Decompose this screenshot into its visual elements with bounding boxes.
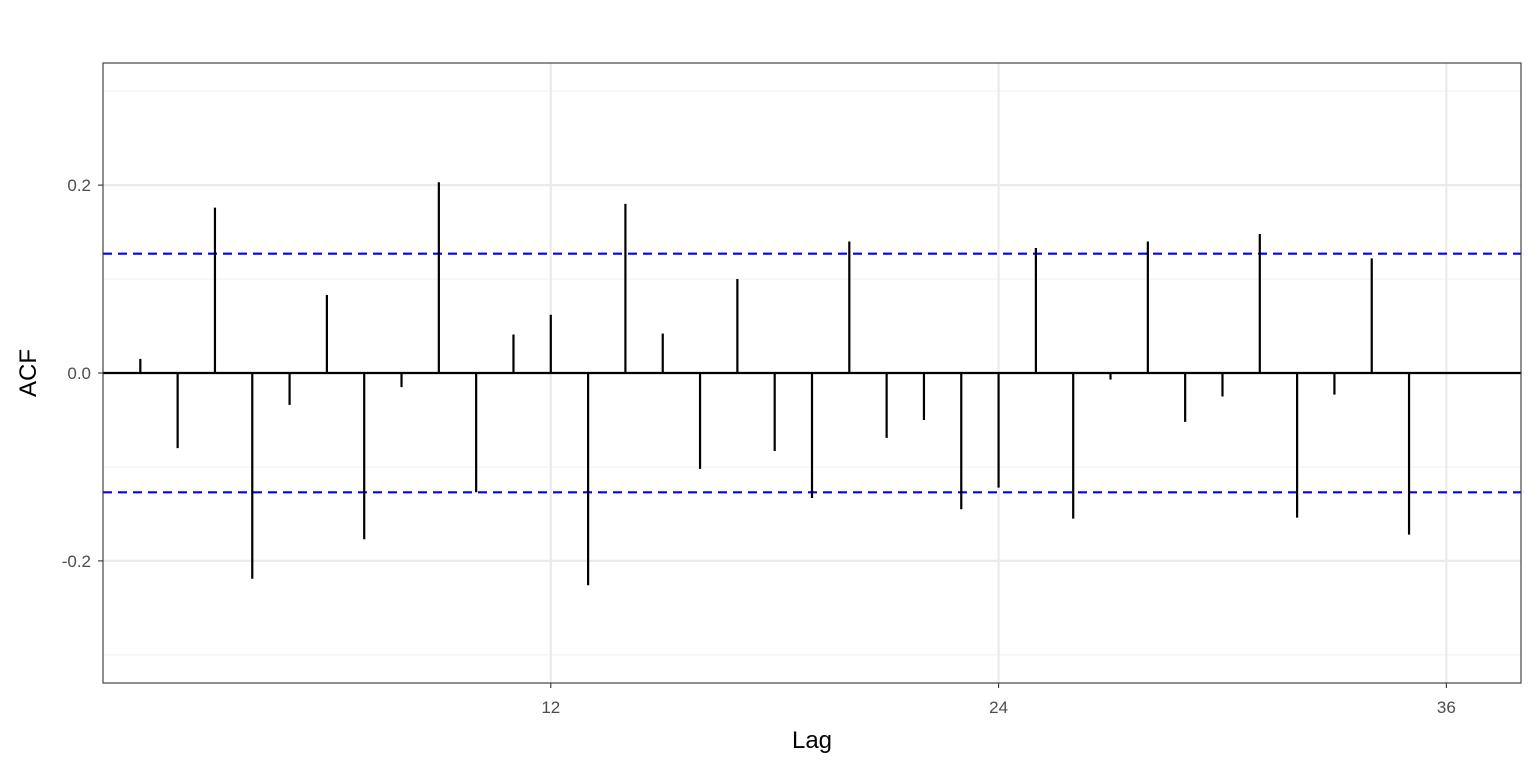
y-tick-label: -0.2	[62, 552, 91, 571]
x-tick-label: 36	[1437, 698, 1456, 717]
y-tick-label: 0.2	[67, 176, 91, 195]
y-axis-title: ACF	[15, 349, 42, 397]
x-tick-label: 12	[541, 698, 560, 717]
x-axis-title: Lag	[792, 727, 832, 754]
x-tick-label: 24	[989, 698, 1008, 717]
y-tick-label: 0.0	[67, 364, 91, 383]
y-axis: -0.2 0.0 0.2	[62, 176, 103, 571]
x-axis: 12 24 36	[541, 683, 1456, 717]
acf-bars	[139, 182, 1411, 586]
